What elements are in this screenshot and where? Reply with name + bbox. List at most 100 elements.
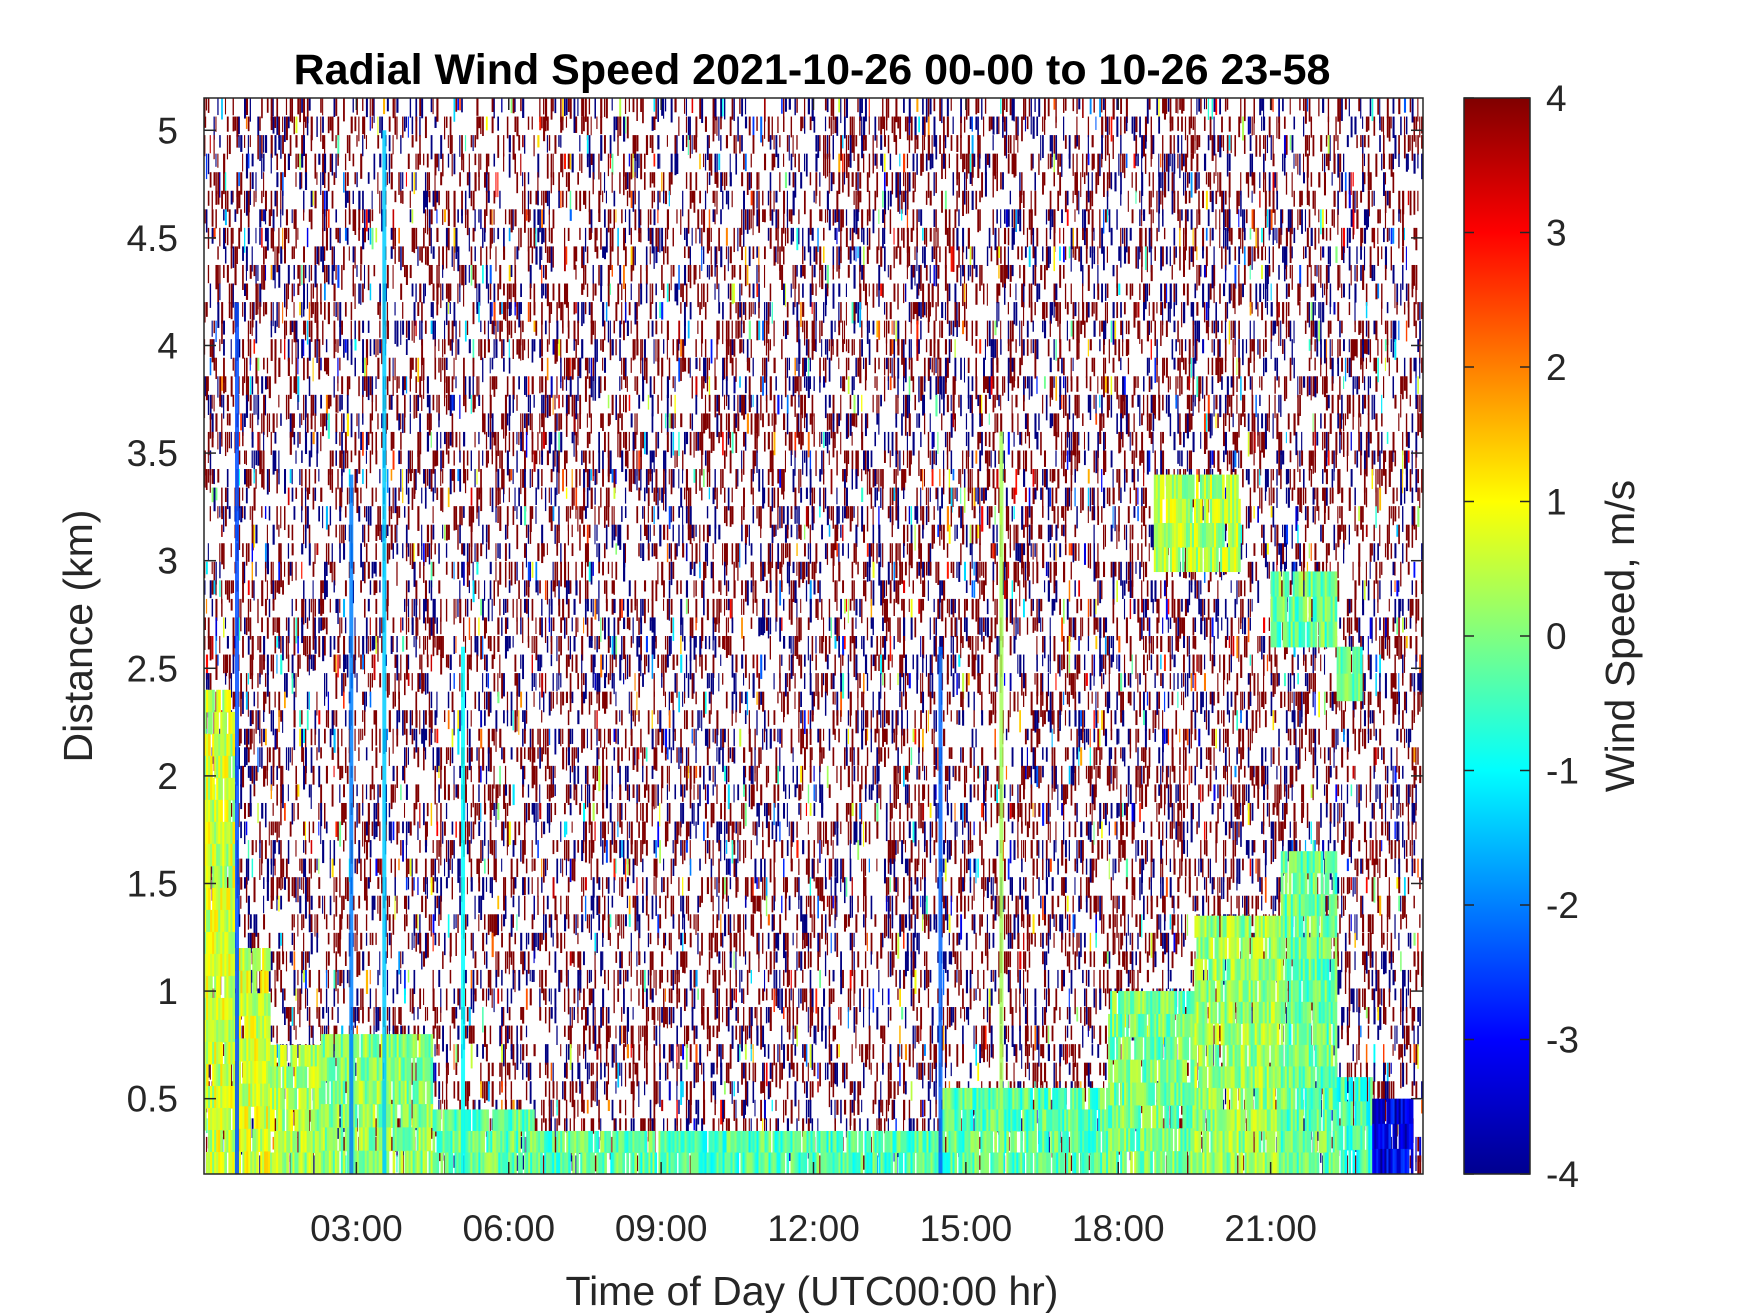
noise-cell [550,1099,552,1122]
noise-cell [242,264,244,290]
noise-cell [567,524,569,546]
noise-cell [478,691,480,712]
noise-cell [244,98,247,119]
noise-cell [525,598,528,614]
noise-cell [556,1081,558,1108]
noise-cell [413,969,416,995]
noise-cell [592,153,595,180]
noise-cell [411,988,414,1014]
noise-cell [204,209,206,224]
noise-cell [466,1081,469,1101]
noise-cell [584,765,587,784]
noise-cell [609,413,611,425]
noise-cell [398,673,400,699]
noise-cell [390,932,392,959]
noise-cell [457,1025,460,1040]
noise-cell [402,246,404,267]
noise-cell [354,357,356,377]
noise-cell [390,246,393,259]
noise-cell [592,450,595,477]
noise-cell [594,932,597,956]
noise-cell [263,654,265,670]
noise-cell [459,765,462,779]
noise-cell [586,598,589,612]
noise-cell [525,1062,528,1078]
noise-cell [219,580,221,597]
noise-cell [438,895,441,915]
noise-cell [287,840,290,864]
noise-cell [586,135,589,159]
noise-cell [609,840,612,863]
noise-cell [558,654,560,676]
noise-cell [362,413,364,425]
noise-cell [221,98,223,120]
noise-cell [501,1044,503,1063]
noise-cell [217,654,219,666]
noise-cell [436,302,439,316]
noise-cell [453,394,455,411]
noise-cell [457,283,459,304]
noise-cell [522,654,525,680]
noise-cell [304,487,307,509]
noise-cell [354,246,356,269]
noise-cell [325,1025,328,1039]
noise-cell [344,190,347,208]
noise-cell [390,431,393,451]
noise-cell [428,227,431,246]
noise-cell [268,469,270,492]
noise-cell [259,636,262,653]
noise-cell [381,413,383,429]
noise-cell [438,932,440,946]
noise-cell [274,246,276,267]
noise-cell [253,469,255,484]
noise-cell [344,209,347,230]
noise-cell [504,543,507,562]
noise-cell [394,98,396,124]
noise-cell [535,784,538,802]
noise-cell [523,895,526,921]
noise-cell [247,339,250,357]
noise-cell [285,283,288,310]
noise-cell [295,877,297,903]
noise-cell [329,153,332,172]
noise-cell [546,190,549,207]
noise-cell [245,877,248,903]
noise-cell [442,1081,444,1104]
noise-cell [242,413,244,436]
noise-cell [337,135,340,158]
noise-cell [523,802,526,826]
noise-cell [565,339,568,353]
noise-cell [405,320,408,338]
noise-cell [560,357,562,382]
noise-cell [602,246,605,258]
noise-cell [244,469,247,485]
noise-cell [211,580,214,595]
noise-cell [569,858,572,883]
noise-cell [455,636,457,653]
noise-cell [207,543,209,561]
noise-cell [301,264,303,286]
noise-cell [529,1062,532,1080]
noise-cell [594,283,597,296]
noise-cell [417,1025,420,1041]
noise-cell [221,487,223,514]
noise-cell [268,747,271,763]
noise-cell [556,450,559,473]
noise-cell [421,394,423,412]
noise-cell [558,283,561,309]
noise-cell [518,487,520,507]
noise-cell [356,988,359,1006]
noise-cell [432,98,434,115]
noise-cell [514,116,517,133]
noise-cell [466,469,469,481]
noise-cell [223,1044,225,1056]
noise-cell [238,469,240,486]
noise-cell [573,487,575,506]
noise-cell [310,190,313,208]
noise-cell [282,636,284,661]
noise-cell [215,580,217,596]
noise-cell [518,339,521,359]
noise-cell [607,320,610,343]
noise-cell [512,877,515,895]
noise-cell [575,450,578,462]
